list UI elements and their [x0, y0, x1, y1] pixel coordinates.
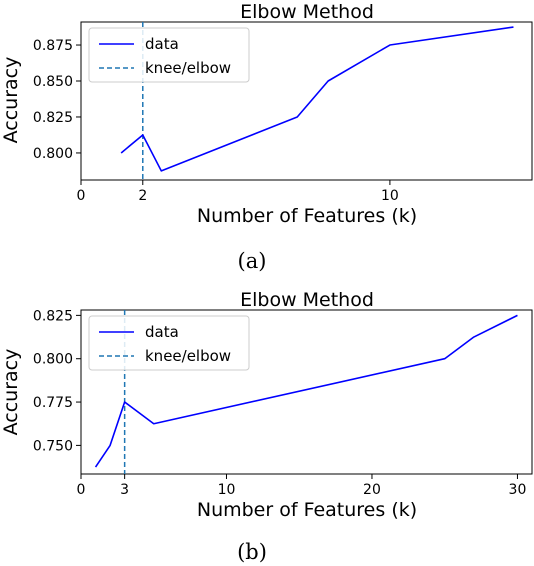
chart-b-xtick-label: 20	[363, 482, 381, 498]
chart-b-ylabel: Accuracy	[0, 349, 22, 436]
chart-b-legend-data-label: data	[145, 323, 179, 341]
chart-a-ytick-label: 0.850	[33, 74, 73, 90]
chart-a-xtick-label: 2	[138, 188, 147, 204]
chart-b-xlabel: Number of Features (k)	[197, 499, 417, 521]
chart-b-legend-box	[88, 315, 250, 371]
chart-b-title: Elbow Method	[240, 289, 374, 311]
chart-b-xtick-label: 30	[509, 482, 527, 498]
chart-b-xtick-label: 10	[218, 482, 236, 498]
chart-b-ytick-label: 0.775	[33, 395, 73, 411]
chart-a-legend-data-label: data	[145, 35, 179, 53]
chart-a-ytick-label: 0.825	[33, 110, 73, 126]
chart-a-ytick-label: 0.800	[33, 146, 73, 162]
chart-a-xtick-label: 10	[381, 188, 399, 204]
chart-a-frame	[80, 21, 533, 181]
chart-b-frame	[80, 309, 533, 475]
chart-a-xlabel: Number of Features (k)	[197, 205, 417, 227]
chart-b-ytick-label: 0.825	[33, 308, 73, 324]
chart-a-ylabel: Accuracy	[0, 57, 22, 144]
chart-a-ytick-label: 0.875	[33, 38, 73, 54]
chart-a-legend-box	[88, 27, 250, 83]
chart-b-plot: 0 3 10 20 30 0.750 0.775 0.800 0.825 data knee/elb…	[33, 308, 533, 498]
chart-b-ytick-label: 0.800	[33, 352, 73, 368]
chart-a-plot: 0 2 10 0.800 0.825 0.850 0.875 data knee/elbow	[33, 21, 533, 204]
chart-b-ytick-label: 0.750	[33, 438, 73, 454]
chart-b-legend-knee-label: knee/elbow	[145, 347, 231, 365]
chart-b-xtick-label: 0	[77, 482, 86, 498]
chart-b-xtick-label: 3	[120, 482, 129, 498]
chart-a-caption: (a)	[238, 249, 267, 273]
chart-a-legend-knee-label: knee/elbow	[145, 59, 231, 77]
chart-b-caption: (b)	[237, 540, 267, 564]
chart-a-series-line	[120, 26, 514, 172]
chart-a-xtick-label: 0	[77, 188, 86, 204]
chart-a-title: Elbow Method	[240, 1, 374, 23]
chart-b-series-line	[94, 314, 518, 468]
